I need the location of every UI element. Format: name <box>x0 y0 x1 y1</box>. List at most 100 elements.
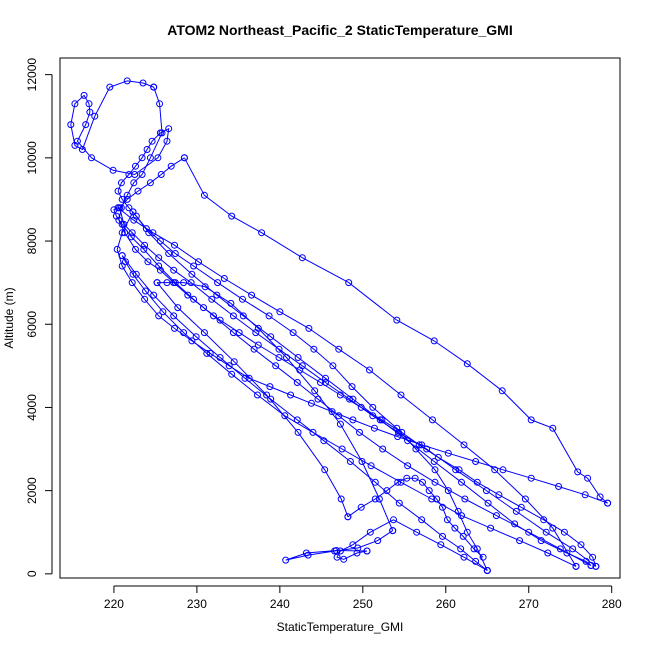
series-line <box>121 255 488 571</box>
data-point <box>482 487 490 495</box>
x-tick-label: 270 <box>519 597 539 611</box>
series-layer <box>67 77 612 574</box>
data-point <box>272 362 280 370</box>
x-tick-label: 240 <box>270 597 290 611</box>
data-point <box>230 358 238 366</box>
data-point <box>395 499 403 507</box>
data-point <box>483 567 491 574</box>
data-point <box>131 171 139 178</box>
data-point <box>180 329 188 337</box>
data-point <box>348 383 356 391</box>
y-tick-label: 2000 <box>25 477 39 504</box>
data-point <box>148 137 156 145</box>
data-point <box>254 391 261 399</box>
data-point <box>521 495 529 503</box>
data-point <box>114 187 122 195</box>
data-point <box>444 449 452 457</box>
data-point <box>190 295 198 303</box>
data-point <box>154 154 162 162</box>
x-tick-label: 230 <box>187 597 207 611</box>
data-point <box>569 545 577 553</box>
series-line <box>117 207 577 567</box>
data-point <box>117 179 125 187</box>
data-point <box>140 245 148 253</box>
data-point <box>294 354 302 361</box>
series-13 <box>153 279 397 535</box>
data-point <box>82 121 90 129</box>
data-point <box>549 424 557 432</box>
data-point <box>457 545 465 553</box>
data-point <box>499 466 507 474</box>
data-point <box>275 354 283 361</box>
data-point <box>470 545 478 553</box>
data-point <box>498 387 506 395</box>
data-point <box>229 329 237 337</box>
data-point <box>163 279 171 287</box>
data-point <box>125 204 133 212</box>
data-point <box>429 416 436 424</box>
data-point <box>572 562 580 570</box>
y-tick-label: 6000 <box>25 311 39 338</box>
series-line <box>156 282 349 517</box>
data-point <box>395 428 402 436</box>
data-point <box>283 354 290 361</box>
data-point <box>171 324 178 332</box>
data-point <box>390 516 397 524</box>
data-point <box>439 503 446 511</box>
data-point <box>216 316 224 324</box>
data-point <box>266 383 274 391</box>
data-point <box>525 528 533 536</box>
x-axis-title: StaticTemperature_GMI <box>277 620 404 634</box>
y-tick-label: 4000 <box>25 394 39 421</box>
data-point <box>200 329 208 337</box>
data-point <box>200 304 207 312</box>
data-point <box>158 129 166 137</box>
data-point <box>132 245 139 253</box>
y-tick-label: 10000 <box>25 141 39 175</box>
data-point <box>159 308 167 316</box>
data-point <box>463 360 471 368</box>
data-point <box>239 295 246 303</box>
data-point <box>418 441 426 449</box>
data-point <box>587 562 595 569</box>
y-tick-label: 0 <box>25 570 39 577</box>
data-point <box>170 266 178 274</box>
data-point <box>345 279 353 287</box>
data-point <box>214 279 222 287</box>
data-point <box>527 416 535 424</box>
data-point <box>239 312 247 320</box>
data-point <box>310 345 318 353</box>
data-point <box>549 524 557 532</box>
data-point <box>437 541 445 549</box>
data-point <box>336 420 344 428</box>
data-point <box>109 166 117 174</box>
data-point <box>132 270 140 278</box>
data-point <box>201 283 209 291</box>
data-point <box>192 333 200 341</box>
data-point <box>130 179 138 187</box>
data-point <box>338 445 346 453</box>
data-point <box>86 108 94 116</box>
data-point <box>353 549 361 557</box>
data-point <box>454 507 462 515</box>
data-point <box>225 362 233 370</box>
data-point <box>346 458 354 465</box>
x-tick-label: 280 <box>602 597 622 611</box>
data-point <box>356 428 363 436</box>
data-point <box>451 524 459 532</box>
data-point <box>171 241 178 249</box>
data-point <box>298 362 306 370</box>
data-point <box>383 487 391 495</box>
data-point <box>139 79 147 87</box>
data-point <box>167 162 175 170</box>
data-point <box>307 399 315 407</box>
data-point <box>250 345 258 353</box>
data-point <box>282 556 290 564</box>
data-point <box>321 466 329 474</box>
data-point <box>281 412 289 420</box>
data-point <box>363 547 371 555</box>
series-4 <box>180 154 612 507</box>
data-point <box>389 527 397 535</box>
data-point <box>491 466 499 474</box>
data-point <box>304 551 312 559</box>
